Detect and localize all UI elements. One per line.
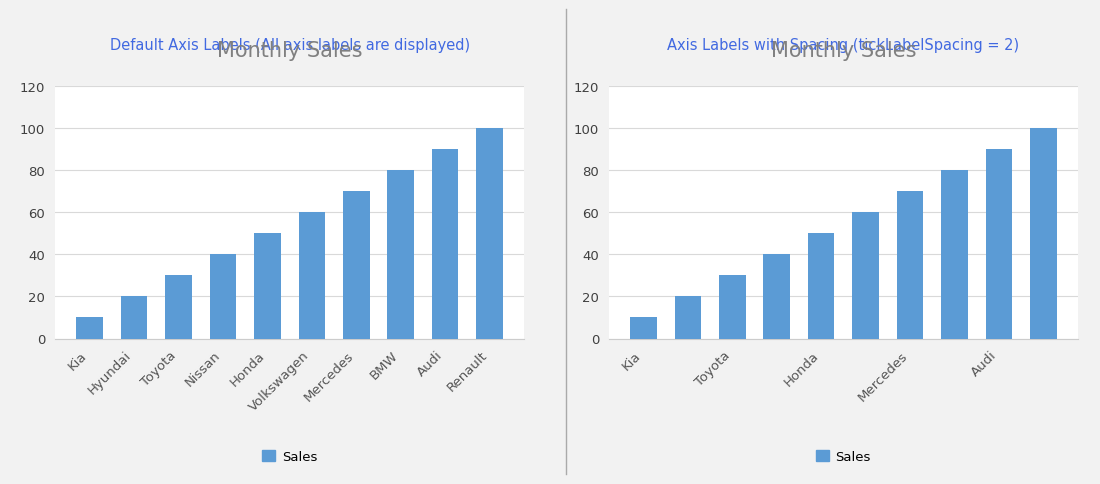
Bar (298, 213, 326, 339)
Bar (165, 276, 191, 339)
Bar (986, 150, 1012, 339)
Title: Monthly Sales: Monthly Sales (771, 41, 916, 60)
Legend: Sales: Sales (816, 450, 871, 463)
Bar (432, 150, 459, 339)
Bar (387, 171, 414, 339)
Bar (343, 192, 370, 339)
Bar (763, 255, 790, 339)
Bar (896, 192, 923, 339)
Bar (76, 318, 103, 339)
Bar (942, 171, 968, 339)
Text: Default Axis Labels (All axis labels are displayed): Default Axis Labels (All axis labels are… (110, 38, 470, 53)
Bar (1030, 129, 1057, 339)
Legend: Sales: Sales (262, 450, 317, 463)
Bar (121, 297, 147, 339)
Bar (852, 213, 879, 339)
Bar (476, 129, 503, 339)
Title: Monthly Sales: Monthly Sales (217, 41, 362, 60)
Bar (254, 234, 280, 339)
Bar (630, 318, 657, 339)
Bar (807, 234, 835, 339)
Bar (719, 276, 746, 339)
Bar (210, 255, 236, 339)
Text: Axis Labels with Spacing (tickLabelSpacing = 2): Axis Labels with Spacing (tickLabelSpaci… (668, 38, 1020, 53)
Bar (674, 297, 701, 339)
